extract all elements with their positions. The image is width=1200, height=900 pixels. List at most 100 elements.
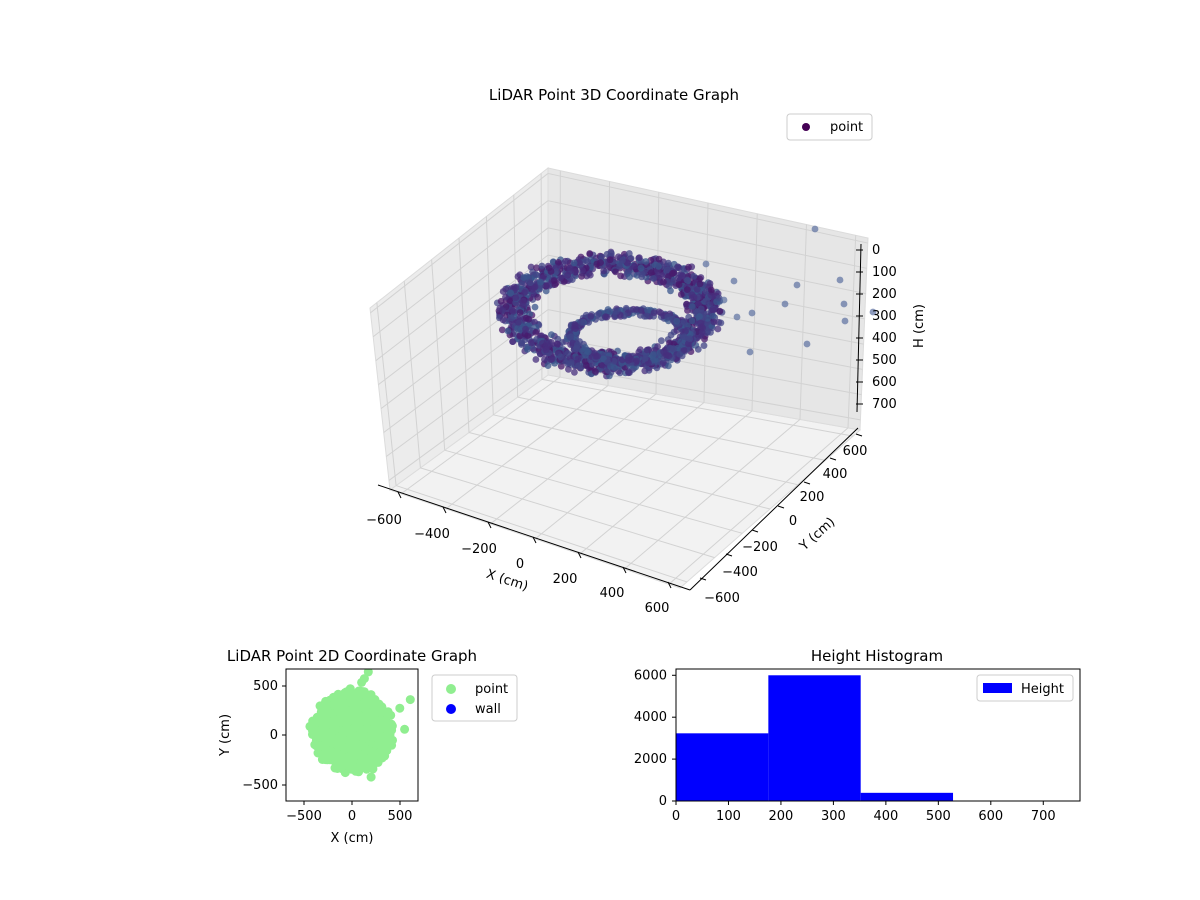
chart-3d-ytick-label: 200 [800,490,825,505]
chart-3d-gridline [547,200,867,269]
chart-2d-outlier-point [405,695,415,705]
chart-3d-xtick [577,551,582,559]
chart-2d-point [319,742,329,751]
chart-3d-gridline [799,224,807,420]
chart-3d-point [584,348,592,356]
chart-2d-point [328,693,338,703]
chart-2d-legend: point wall [431,674,518,722]
chart-3d-ytick-label: 600 [843,444,868,459]
chart-3d-zlabel: H (cm) [912,304,927,348]
chart-3d-ztick-label: 500 [872,353,897,368]
chart-3d-point [714,325,722,333]
chart-3d-outlier-point [869,308,877,316]
chart-3d-point [703,297,710,304]
histogram-legend-swatch [983,683,1012,693]
chart-3d-point [606,308,614,315]
chart-3d-gridline [517,396,826,461]
chart-2d-point [330,738,340,748]
chart-3d-point [509,338,516,345]
chart-3d-xtick [397,491,402,499]
chart-3d-point [604,359,612,366]
chart-3d-point [499,306,506,314]
chart-3d-point [507,289,515,297]
histogram-bar [860,792,954,801]
chart-3d-ztick-label: 100 [872,265,897,280]
chart-3d-point [675,281,683,288]
chart-2d-point [371,707,380,717]
chart-3d-point [554,259,562,266]
chart-2d-point [342,707,352,717]
chart-3d-gridline [547,336,862,396]
chart-3d-outlier-point [781,300,789,308]
chart-3d-x-axis-line [377,484,691,591]
chart-2d-xtick-label: −500 [286,809,322,824]
chart-3d-point [697,305,705,313]
chart-3d-point [585,270,593,277]
chart-3d-point [573,344,581,352]
chart-2d-point [368,764,378,774]
chart-2d-outlier-point [395,703,405,713]
chart-3d-point [514,325,521,332]
chart-2d-point [320,755,330,765]
chart-2d-point [335,732,345,742]
chart-3d-point [499,316,507,324]
chart-3d-legend-label: point [830,120,863,135]
histogram-xtick-label: 400 [873,809,898,824]
chart-2d-title: LiDAR Point 2D Coordinate Graph [227,647,477,665]
chart-3d-point [610,357,618,365]
chart-2d-ytick-label: 0 [270,728,278,743]
chart-3d-gridline [458,237,470,433]
chart-3d-point [695,300,702,308]
chart-3d-point [669,270,676,277]
chart-3d-point [642,258,650,265]
chart-3d-point [566,334,574,341]
chart-2d: LiDAR Point 2D Coordinate Graph −500 0 5… [218,647,518,846]
chart-3d-gridline [431,259,446,451]
chart-3d-ytick [699,577,707,581]
chart-3d-xtick-label: 0 [516,557,524,572]
histogram-xtick-label: 700 [1031,809,1056,824]
chart-2d-point [368,756,378,766]
chart-3d-point [626,273,633,281]
chart-3d-point [562,257,569,265]
chart-3d-point [625,354,632,361]
chart-3d-point [631,262,638,270]
chart-3d-point [568,276,576,283]
chart-3d-title: LiDAR Point 3D Coordinate Graph [489,86,739,104]
chart-2d-ytick-label: −500 [242,778,278,793]
chart-3d-point [507,297,514,305]
chart-3d-point [679,272,686,280]
chart-2d-outlier-point [363,669,373,677]
chart-3d-point [565,366,572,373]
chart-2d-point [379,723,389,733]
chart-3d-point [578,318,586,326]
chart-3d-point [524,332,532,339]
chart-3d: LiDAR Point 3D Coordinate Graph −600 −400… [366,86,927,616]
chart-3d-point [534,293,542,301]
chart-3d-point [684,307,691,314]
chart-3d-legend-frame [786,113,873,141]
chart-3d-point [633,357,640,365]
chart-3d-point [584,258,591,266]
chart-3d-point [710,318,718,326]
chart-3d-point [635,254,643,261]
chart-3d-point [570,259,578,267]
chart-2d-ylabel: Y (cm) [218,714,233,757]
chart-3d-point [608,250,615,257]
chart-3d-ytick [777,505,785,509]
chart-3d-xtick [622,566,627,574]
chart-3d-point [665,362,672,370]
chart-3d-outlier-point [841,317,849,325]
chart-3d-point [707,291,715,299]
chart-3d-point [660,278,667,286]
chart-3d-point [642,354,649,362]
chart-3d-gridline [847,235,857,428]
chart-3d-point [655,263,662,270]
chart-3d-point [643,346,651,354]
chart-3d-point [664,259,672,267]
chart-3d-point [650,275,657,282]
chart-3d-point [593,260,601,268]
chart-3d-point [594,352,601,360]
chart-3d-point [683,286,691,293]
